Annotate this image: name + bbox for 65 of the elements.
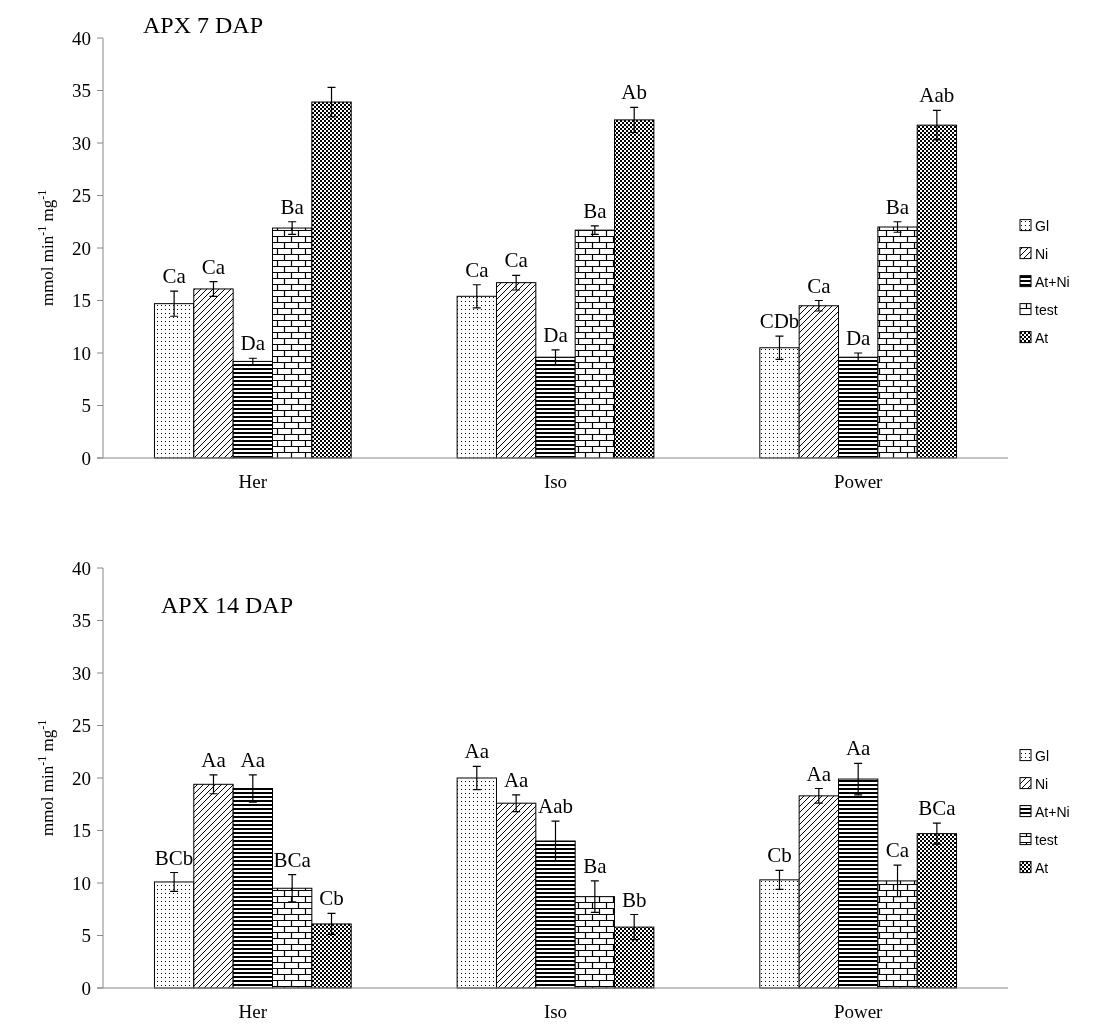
- y-tick-label: 15: [72, 820, 91, 842]
- data-label: Ca: [162, 264, 187, 289]
- y-tick-label: 35: [72, 610, 91, 632]
- y-tick-label: 30: [72, 132, 91, 154]
- data-label: Ca: [885, 838, 910, 863]
- data-label: Ba: [280, 194, 305, 219]
- y-tick-label: 5: [81, 925, 91, 947]
- data-label: Aa: [240, 747, 266, 772]
- data-label: Da: [240, 331, 266, 356]
- data-label: Cb: [767, 843, 792, 868]
- y-tick-label: 25: [72, 715, 91, 737]
- legend-label: Ni: [1035, 775, 1049, 792]
- data-label: Ca: [807, 273, 832, 298]
- legend-label: At+Ni: [1035, 803, 1070, 820]
- x-tick-label: Iso: [543, 1001, 568, 1022]
- data-label: Aa: [845, 736, 872, 761]
- data-label: Aa: [806, 761, 832, 786]
- data-label: Ba: [885, 194, 910, 219]
- legend-label: test: [1035, 301, 1058, 318]
- y-tick-label: 20: [72, 237, 91, 259]
- legend-label: Ni: [1035, 245, 1049, 262]
- text: APX 14 DAP: [161, 592, 294, 618]
- data-label: Aa: [464, 739, 490, 764]
- legend-label: At: [1035, 859, 1049, 876]
- legend-label: Gl: [1035, 217, 1049, 234]
- data-label: Aab: [538, 794, 573, 819]
- data-label: Ba: [583, 198, 608, 223]
- data-label: Da: [845, 326, 872, 350]
- y-tick-label: 25: [72, 185, 91, 207]
- data-label: Ca: [504, 248, 529, 273]
- legend-label: Gl: [1035, 747, 1049, 764]
- x-tick-label: Power: [833, 471, 884, 492]
- y-tick-label: 30: [72, 662, 91, 684]
- data-label: Aab: [919, 83, 955, 108]
- y-tick-label: 40: [72, 557, 91, 579]
- chart-title: APX 7 DAP: [143, 12, 264, 38]
- data-label: Ba: [583, 853, 608, 878]
- x-tick-label: Power: [833, 1001, 884, 1022]
- data-label: BCa: [918, 796, 957, 821]
- data-label: Da: [543, 322, 569, 347]
- y-tick-label: 0: [81, 977, 91, 999]
- data-label: Aa: [201, 747, 227, 772]
- y-tick-label: 15: [72, 290, 91, 312]
- legend-label: At+Ni: [1035, 273, 1070, 290]
- data-label: Ca: [201, 254, 226, 279]
- data-label: Bb: [621, 887, 647, 912]
- legend-label: test: [1035, 831, 1058, 848]
- y-tick-label: 20: [72, 767, 91, 789]
- legend-label: At: [1035, 329, 1049, 346]
- y-tick-label: 40: [72, 27, 91, 49]
- data-label: Ca: [465, 257, 490, 282]
- data-label: BCa: [273, 847, 312, 872]
- y-tick-label: 0: [81, 447, 91, 469]
- data-label: Cb: [319, 886, 344, 911]
- data-label: Aa: [503, 767, 530, 792]
- y-tick-label: 5: [81, 395, 91, 417]
- y-tick-label: 35: [72, 80, 91, 102]
- x-tick-label: Her: [238, 471, 268, 492]
- data-label: CDb: [759, 309, 800, 334]
- x-tick-label: Her: [238, 1001, 268, 1022]
- y-tick-label: 10: [72, 342, 91, 364]
- data-label: Ab: [621, 80, 648, 105]
- y-tick-label: 10: [72, 872, 91, 894]
- data-label: BCb: [154, 845, 194, 870]
- x-tick-label: Iso: [543, 471, 568, 492]
